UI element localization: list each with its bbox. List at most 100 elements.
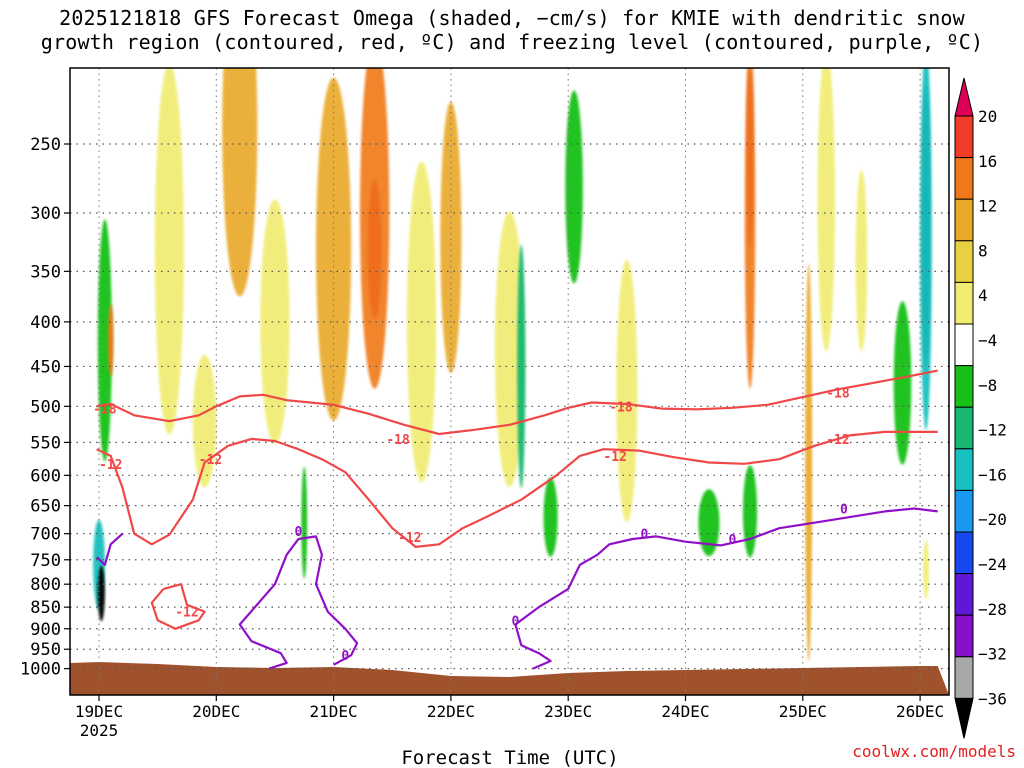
omega-shading — [93, 68, 932, 662]
colorbar-swatch-6 — [954, 323, 974, 367]
contour-label--12-4: -12 — [826, 433, 849, 448]
colorbar: 20 16 12 8 4 −4 −8 −12 −16 −20 −24 −28 −32 −36 — [954, 77, 1007, 739]
contour-label--12-0: -12 — [99, 458, 122, 473]
colorbar-label-6: −8 — [978, 376, 997, 395]
x-tick-label-20DEC: 20DEC — [192, 702, 240, 721]
omega-cell-22 — [744, 68, 756, 389]
y-tick-label-800: 800 — [30, 575, 61, 595]
grid-lines — [70, 68, 949, 695]
y-tick-label-400: 400 — [30, 313, 61, 333]
omega-cell-28 — [920, 68, 932, 430]
colorbar-swatch-1 — [954, 115, 974, 159]
contour-label-0-4: 0 — [729, 533, 737, 548]
contour-label--12-2: -12 — [398, 531, 421, 546]
colorbar-label-1: 16 — [978, 152, 997, 171]
colorbar-label-12: −32 — [978, 645, 1007, 664]
y-tick-label-850: 850 — [30, 598, 61, 618]
omega-cell-4 — [154, 68, 185, 435]
y-tick-label-700: 700 — [30, 525, 61, 545]
colorbar-bottom-arrow — [954, 697, 974, 739]
contour-0-b — [238, 535, 359, 670]
contour-label--18-2: -18 — [609, 400, 633, 415]
credit-text: coolwx.com/models — [852, 742, 1016, 761]
omega-cell-3 — [107, 304, 114, 377]
x-tick-label-21DEC: 21DEC — [310, 702, 358, 721]
colorbar-swatch-5 — [954, 281, 974, 325]
omega-cell-24 — [817, 68, 836, 352]
plot-frame — [69, 67, 950, 696]
y-tick-label-900: 900 — [30, 620, 61, 640]
omega-cell-29 — [923, 540, 929, 600]
y-tick-label-950: 950 — [30, 640, 61, 660]
contour-labels: -18 -18 -18 -18 -12 -12 -12 -12 -12 -12 0 0 0 0 0 0 — [93, 386, 850, 664]
contour-0-c — [514, 507, 938, 670]
contour-label--18-1: -18 — [386, 433, 410, 448]
colorbar-swatch-4 — [954, 240, 974, 283]
omega-cell-25 — [855, 169, 868, 352]
y-tick-label-550: 550 — [30, 433, 61, 453]
chart-title: 2025121818 GFS Forecast Omega (shaded, −… — [0, 6, 1024, 54]
colorbar-swatch-10 — [954, 489, 974, 533]
y-tick-label-500: 500 — [30, 397, 61, 417]
omega-cell-16 — [543, 477, 558, 557]
contour-label-0-2: 0 — [512, 614, 520, 629]
contour--12-closed — [150, 583, 206, 630]
omega-cell-6 — [222, 68, 258, 297]
omega-cell-8 — [301, 466, 308, 579]
x-tick-label-25DEC: 25DEC — [779, 702, 827, 721]
colorbar-label-8: −16 — [978, 465, 1007, 484]
omega-cell-14 — [494, 211, 525, 488]
x-tick-label-26DEC: 26DEC — [896, 702, 944, 721]
colorbar-label-0: 20 — [978, 107, 997, 126]
y-axis: 2503003504004505005506006507007508008509… — [20, 135, 70, 680]
colorbar-swatch-8 — [954, 406, 974, 450]
y-tick-label-350: 350 — [30, 262, 61, 282]
contour-label-0-0: 0 — [294, 525, 302, 540]
terrain-area — [70, 662, 949, 695]
colorbar-swatch-14 — [954, 656, 974, 699]
omega-cell-19 — [698, 489, 720, 557]
contour--18 — [96, 369, 938, 436]
contour-label-0-3: 0 — [641, 528, 649, 543]
colorbar-swatch-2 — [954, 157, 974, 200]
x-tick-label-19DEC: 19DEC — [75, 702, 123, 721]
colorbar-swatch-9 — [954, 448, 974, 491]
contour--12 — [96, 430, 938, 548]
x-tick-label-23DEC: 23DEC — [544, 702, 592, 721]
contour-label--12-1: -12 — [199, 453, 222, 468]
x-axis-title: Forecast Time (UTC) — [401, 747, 618, 768]
y-tick-label-250: 250 — [30, 135, 61, 155]
omega-cell-5 — [192, 354, 217, 488]
colorbar-swatch-11 — [954, 531, 974, 575]
chart-title-line2: growth region (contoured, red, ºC) and f… — [40, 30, 984, 54]
omega-cell-23 — [805, 263, 813, 662]
colorbar-label-9: −20 — [978, 510, 1007, 529]
colorbar-label-13: −36 — [978, 689, 1007, 708]
x-axis: 19DEC 20DEC 21DEC 22DEC 23DEC 24DEC 25DEC 26DEC — [75, 695, 944, 721]
contour-label-0-5: 0 — [840, 503, 848, 518]
colorbar-label-3: 8 — [978, 241, 988, 260]
omega-cell-11 — [359, 68, 390, 389]
contour-label--18-0: -18 — [93, 403, 117, 418]
x-tick-label-24DEC: 24DEC — [661, 702, 709, 721]
colorbar-top-arrow — [954, 77, 974, 117]
contour-lines — [95, 369, 938, 670]
colorbar-swatch-12 — [954, 573, 974, 616]
omega-cell-18 — [616, 259, 638, 523]
contour-label--12-5: -12 — [175, 606, 198, 621]
contour-label-0-1: 0 — [341, 649, 349, 664]
colorbar-label-11: −28 — [978, 600, 1007, 619]
y-tick-label-450: 450 — [30, 357, 61, 377]
x-tick-label-22DEC: 22DEC — [427, 702, 475, 721]
omega-cell-26 — [893, 301, 912, 465]
y-tick-label-750: 750 — [30, 551, 61, 571]
omega-cell-17 — [565, 90, 583, 284]
omega-cell-0 — [97, 219, 112, 462]
contour-0 — [95, 532, 124, 566]
colorbar-label-5: −4 — [978, 331, 997, 350]
terrain-fill — [70, 662, 949, 695]
omega-cell-7 — [260, 199, 290, 445]
y-tick-label-600: 600 — [30, 466, 61, 486]
colorbar-label-4: 4 — [978, 286, 988, 305]
